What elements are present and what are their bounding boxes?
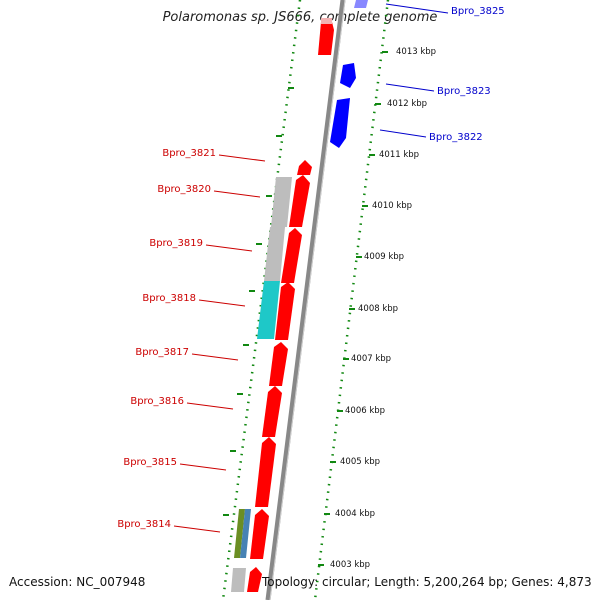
genome-axis [265,0,346,600]
label-bpro-3814[interactable]: Bpro_3814 [117,519,171,530]
tick-label-4009: 4009 kbp [364,252,404,262]
label-bpro-3823[interactable]: Bpro_3823 [437,86,491,97]
track-gray-bottom [231,568,246,592]
label-bpro-3819[interactable]: Bpro_3819 [149,238,203,249]
tick-label-4005: 4005 kbp [340,457,380,467]
right-dotted-guide [313,0,390,600]
label-bpro-3820[interactable]: Bpro_3820 [157,184,211,195]
label-bpro-3822[interactable]: Bpro_3822 [429,132,483,143]
gene-bpro-3815[interactable] [255,437,276,507]
label-bpro-3816[interactable]: Bpro_3816 [130,396,184,407]
label-bpro-3825[interactable]: Bpro_3825 [451,6,505,17]
label-bpro-3818[interactable]: Bpro_3818 [142,293,196,304]
gene-forward-top[interactable] [318,22,334,55]
left-ticks [223,87,294,516]
tick-label-4008: 4008 kbp [358,304,398,314]
tick-label-4006: 4006 kbp [345,406,385,416]
track-gray-1 [271,177,292,227]
genome-title: Polaromonas sp. JS666, complete genome [162,10,438,25]
topology-label: Topology: circular; Length: 5,200,264 bp… [262,575,592,589]
track-gray-2 [264,227,285,281]
label-bpro-3817[interactable]: Bpro_3817 [135,347,189,358]
track-green [234,509,245,558]
gene-bottom[interactable] [247,567,262,592]
gene-bpro-3816[interactable] [262,386,282,437]
gene-bpro-3819[interactable] [281,228,302,283]
label-bpro-3821[interactable]: Bpro_3821 [162,148,216,159]
track-blue [240,509,251,558]
tick-label-4013: 4013 kbp [396,47,436,57]
tick-label-4007: 4007 kbp [351,354,391,364]
gene-bpro-3821[interactable] [297,160,312,175]
accession-label: Accession: NC_007948 [9,575,146,589]
tick-label-4010: 4010 kbp [372,201,412,211]
tick-label-4003: 4003 kbp [330,560,370,570]
gene-bpro-3823[interactable] [340,63,356,88]
gene-bpro-3814[interactable] [250,509,269,559]
right-ticks [318,51,388,566]
tick-label-4012: 4012 kbp [387,99,427,109]
tick-label-4011: 4011 kbp [379,150,419,160]
left-leaders [173,154,266,533]
gene-bpro-3822[interactable] [330,98,350,148]
gene-bpro-3820[interactable] [289,175,310,227]
gene-bpro-3817[interactable] [269,342,288,386]
tick-label-4004: 4004 kbp [335,509,375,519]
gene-bpro-3818[interactable] [275,282,295,340]
track-cyan [257,281,280,339]
right-leaders [379,3,449,138]
label-bpro-3815[interactable]: Bpro_3815 [123,457,177,468]
